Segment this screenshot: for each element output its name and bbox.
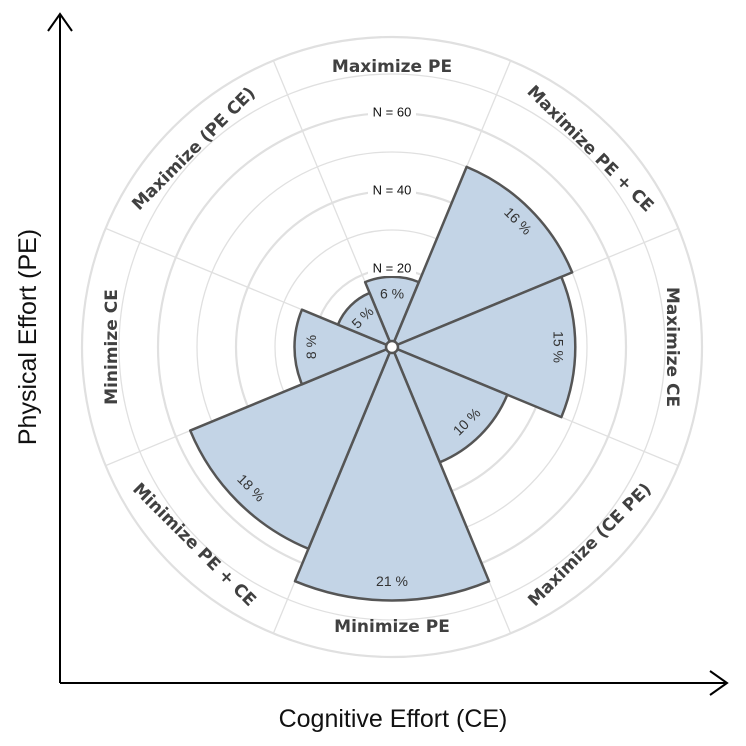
tick-label-bg (368, 104, 416, 120)
sector-bar (390, 275, 577, 419)
hub-dot (384, 339, 400, 355)
percent-label: 21 % (376, 573, 408, 589)
center-hub (384, 339, 400, 355)
grid-ring (118, 73, 666, 621)
category-label: Maximize CE (662, 287, 682, 407)
tick-label-bg (368, 182, 416, 198)
category-label: Maximize (PE CE) (128, 83, 259, 214)
sector-bar (293, 308, 394, 386)
category-label: Maximize (CE PE) (524, 479, 655, 610)
sector-bar (336, 291, 394, 349)
sector-bar (390, 345, 509, 464)
radial-tick-label: N = 60 (373, 104, 412, 119)
radial-tick-label: N = 40 (373, 182, 412, 197)
x-axis-title: Cognitive Effort (CE) (279, 705, 508, 733)
category-label: Minimize PE (334, 617, 450, 637)
y-axis-arrowhead (47, 12, 73, 32)
radial-tick-labels: N = 20 N = 40 N = 60 (368, 104, 416, 276)
sector-bars (188, 165, 577, 602)
outer-ring (80, 35, 704, 659)
percent-label: 15 % (551, 331, 567, 363)
radial-tick-label: N = 20 (373, 260, 412, 275)
sector-bar (293, 345, 491, 602)
tick-label-bg (368, 260, 416, 276)
y-axis-title: Physical Effort (PE) (14, 229, 42, 445)
category-label: Maximize PE (332, 57, 452, 77)
effort-axes: Cognitive Effort (CE) Physical Effort (P… (14, 12, 729, 733)
sector-bar (188, 345, 394, 551)
sector-bar (390, 165, 574, 349)
percent-label: 6 % (380, 286, 404, 302)
percent-label: 8 % (303, 335, 319, 359)
category-label: Maximize PE + CE (523, 82, 658, 217)
x-axis-arrowhead (709, 670, 729, 696)
category-label: Minimize CE (102, 289, 122, 405)
